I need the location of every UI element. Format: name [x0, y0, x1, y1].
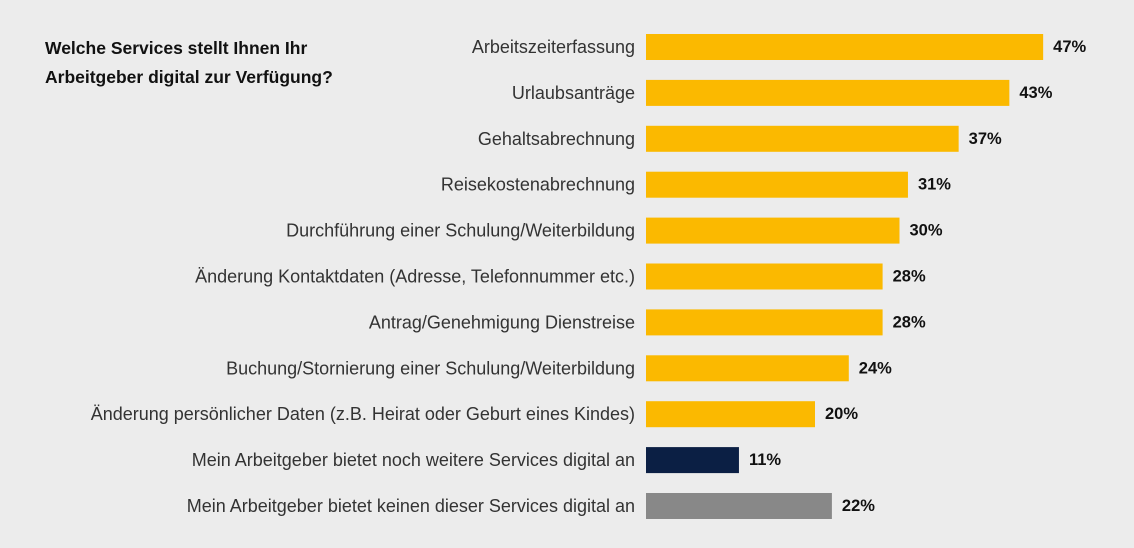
category-label: Urlaubsanträge	[512, 83, 635, 103]
value-label: 24%	[859, 359, 892, 377]
value-label: 30%	[910, 222, 943, 240]
value-label: 22%	[842, 497, 875, 515]
value-label: 11%	[749, 451, 781, 469]
bar	[646, 171, 908, 198]
bar	[646, 79, 1010, 106]
value-label: 28%	[893, 268, 926, 286]
bar	[646, 355, 849, 382]
category-label: Arbeitszeiterfassung	[472, 37, 635, 57]
bar	[646, 125, 959, 152]
value-label: 20%	[825, 405, 858, 423]
bar	[646, 34, 1044, 60]
chart-title: Welche Services stellt Ihnen Ihr Arbeitg…	[45, 38, 333, 87]
category-label: Mein Arbeitgeber bietet noch weitere Ser…	[192, 450, 635, 470]
category-label: Buchung/Stornierung einer Schulung/Weite…	[226, 358, 635, 378]
bar	[646, 493, 832, 519]
category-label: Gehaltsabrechnung	[478, 129, 635, 149]
bar	[646, 263, 883, 290]
category-label: Änderung Kontaktdaten (Adresse, Telefonn…	[195, 267, 635, 287]
bar	[646, 447, 739, 474]
value-label: 37%	[969, 130, 1002, 148]
bar	[646, 401, 815, 428]
value-label: 31%	[918, 176, 951, 194]
category-label: Antrag/Genehmigung Dienstreise	[369, 312, 635, 332]
category-label: Reisekostenabrechnung	[441, 175, 635, 195]
bar	[646, 217, 900, 244]
bar	[646, 309, 883, 336]
value-label: 43%	[1019, 84, 1052, 102]
value-label: 28%	[893, 313, 926, 331]
category-label: Mein Arbeitgeber bietet keinen dieser Se…	[187, 496, 635, 516]
category-label: Durchführung einer Schulung/Weiterbildun…	[286, 221, 635, 241]
category-label: Änderung persönlicher Daten (z.B. Heirat…	[91, 404, 635, 424]
value-label: 47%	[1053, 38, 1086, 56]
